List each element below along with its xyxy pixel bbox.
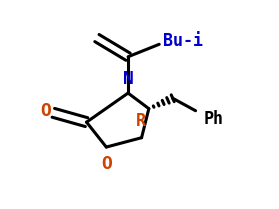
Text: N: N [123, 70, 134, 88]
Text: Bu-i: Bu-i [163, 32, 203, 50]
Text: R: R [136, 112, 146, 130]
Text: O: O [40, 102, 51, 120]
Text: O: O [101, 155, 112, 173]
Text: Ph: Ph [204, 110, 224, 128]
